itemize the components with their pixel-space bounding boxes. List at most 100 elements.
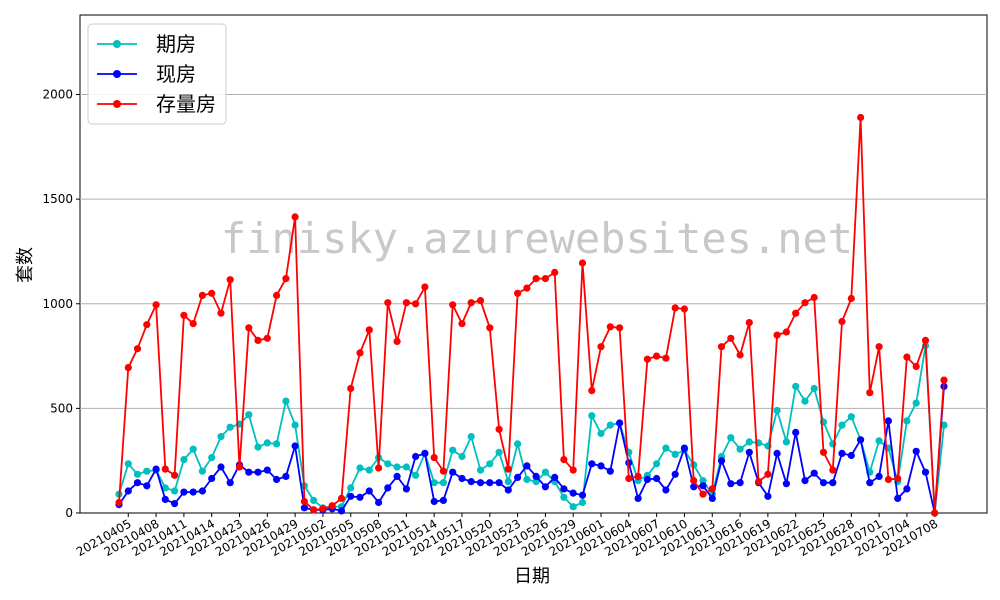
data-point xyxy=(189,320,197,328)
data-point xyxy=(161,465,169,473)
legend-marker xyxy=(113,40,121,48)
data-point xyxy=(337,494,346,502)
data-point xyxy=(430,479,438,487)
data-point xyxy=(161,484,169,492)
data-point xyxy=(458,452,466,461)
data-point xyxy=(847,451,855,460)
data-point xyxy=(291,442,299,450)
y-axis-ticks: 0 500 1000 1500 2000 xyxy=(42,88,80,520)
data-point xyxy=(393,472,401,480)
data-point xyxy=(653,474,661,483)
data-point xyxy=(514,289,522,297)
data-point xyxy=(838,449,846,457)
data-point xyxy=(143,482,151,490)
data-point xyxy=(217,309,225,317)
data-point xyxy=(171,471,179,479)
data-point xyxy=(198,487,206,495)
data-point xyxy=(588,387,596,395)
data-point xyxy=(180,311,188,319)
data-point xyxy=(569,503,577,511)
data-point xyxy=(857,436,865,444)
data-point xyxy=(671,450,679,458)
data-point xyxy=(699,477,707,485)
data-point xyxy=(337,507,346,515)
data-point xyxy=(198,291,206,299)
watermark: finisky.azurewebsites.net xyxy=(221,214,853,263)
data-point xyxy=(921,468,930,476)
data-point xyxy=(235,463,244,471)
y-axis-title: 套数 xyxy=(15,247,36,283)
data-point xyxy=(449,446,457,454)
data-point xyxy=(124,460,132,468)
data-point xyxy=(486,324,494,332)
data-point xyxy=(282,472,290,480)
data-point xyxy=(467,433,475,441)
data-point xyxy=(430,497,438,506)
data-point xyxy=(819,448,828,456)
data-point xyxy=(282,275,290,283)
data-point xyxy=(597,462,605,470)
data-point xyxy=(171,500,179,508)
data-point xyxy=(254,336,262,344)
data-point xyxy=(282,397,290,405)
data-point xyxy=(300,504,308,512)
data-point xyxy=(523,284,531,292)
data-point xyxy=(402,299,410,307)
data-point xyxy=(551,473,559,481)
data-point xyxy=(532,472,540,480)
data-point xyxy=(143,467,151,475)
data-point xyxy=(801,397,809,405)
data-point xyxy=(124,364,132,372)
data-point xyxy=(588,412,596,420)
data-point xyxy=(161,495,169,503)
data-point xyxy=(189,488,197,496)
data-point xyxy=(755,478,763,486)
data-point xyxy=(532,275,540,283)
data-point xyxy=(634,472,642,480)
data-point xyxy=(810,384,818,393)
data-point xyxy=(875,343,883,351)
data-point xyxy=(532,478,540,486)
data-point xyxy=(421,449,429,457)
data-point xyxy=(310,496,318,504)
data-point xyxy=(894,474,902,483)
data-point xyxy=(180,488,188,496)
data-point xyxy=(402,463,410,471)
data-point xyxy=(912,399,920,407)
data-point xyxy=(578,498,587,507)
data-point xyxy=(273,291,281,299)
data-point xyxy=(847,294,855,303)
y-tick-label: 0 xyxy=(65,506,73,520)
data-point xyxy=(402,485,410,493)
data-point xyxy=(829,466,837,474)
data-point xyxy=(829,479,837,487)
data-point xyxy=(541,483,550,491)
data-point xyxy=(866,389,874,397)
data-point xyxy=(560,493,568,501)
data-point xyxy=(838,317,846,326)
data-point xyxy=(541,275,550,283)
data-point xyxy=(745,319,753,327)
data-point xyxy=(606,421,614,429)
data-point xyxy=(124,487,132,495)
data-point xyxy=(569,489,577,497)
data-point xyxy=(931,509,939,517)
data-point xyxy=(254,468,262,476)
data-point xyxy=(245,324,253,332)
data-point xyxy=(217,463,225,471)
data-point xyxy=(152,301,160,309)
data-point xyxy=(653,460,661,468)
data-point xyxy=(412,452,420,461)
data-point xyxy=(662,354,670,362)
data-point xyxy=(810,293,818,302)
data-point xyxy=(857,113,865,122)
data-point xyxy=(449,468,457,476)
data-point xyxy=(560,485,568,493)
data-point xyxy=(662,444,670,452)
data-point xyxy=(291,421,299,429)
data-point xyxy=(171,487,179,495)
data-point xyxy=(792,428,800,436)
data-point xyxy=(143,321,151,329)
data-point xyxy=(634,494,642,502)
